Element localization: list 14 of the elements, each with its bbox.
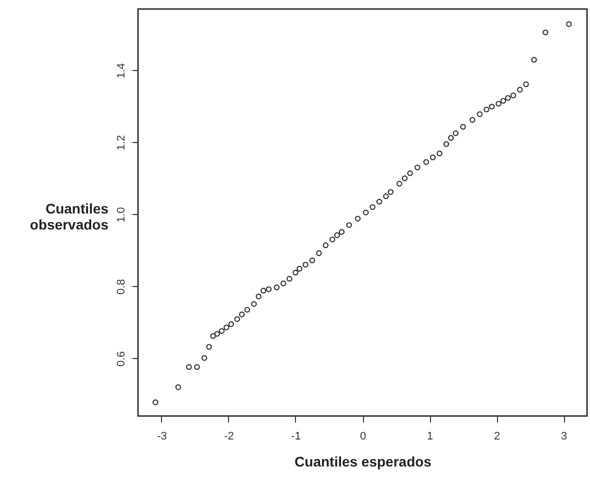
y-tick-label: 0.8 <box>116 279 128 294</box>
y-tick-label: 0.6 <box>116 351 128 367</box>
x-tick-label: -1 <box>291 430 301 442</box>
y-tick-label: 1.2 <box>116 135 128 150</box>
x-tick-label: -2 <box>224 430 234 442</box>
x-tick-label: 1 <box>426 430 434 442</box>
y-axis-title: Cuantiles observados <box>30 200 109 232</box>
x-axis-title: Cuantiles esperados <box>294 454 432 470</box>
x-tick-label: 3 <box>560 430 568 442</box>
x-tick-label: 0 <box>360 430 366 442</box>
y-tick-label: 1.0 <box>116 207 128 222</box>
x-tick-label: 2 <box>494 430 500 442</box>
x-tick-label: -3 <box>157 430 167 442</box>
y-tick-label: 1.4 <box>116 63 128 78</box>
